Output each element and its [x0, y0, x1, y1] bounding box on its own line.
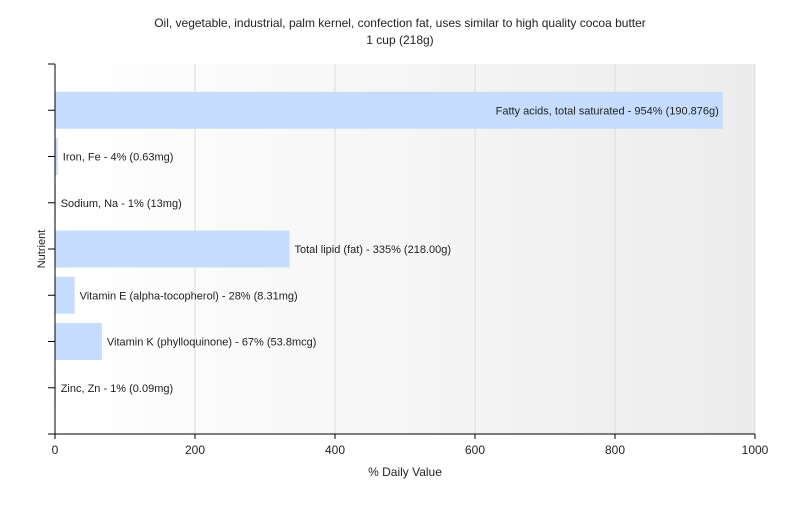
bar: [55, 323, 102, 360]
x-tick-label: 0: [52, 443, 59, 457]
bar: [55, 138, 58, 175]
x-tick-labels: 0 200 400 600 800 1000: [52, 443, 769, 457]
bar-label: Fatty acids, total saturated - 954% (190…: [496, 105, 719, 117]
bar-label: Total lipid (fat) - 335% (218.00g): [295, 244, 452, 256]
bar: [55, 230, 290, 268]
bar: [55, 276, 75, 314]
bar-label: Vitamin E (alpha-tocopherol) - 28% (8.31…: [80, 290, 298, 302]
chart-subtitle: 1 cup (218g): [366, 33, 433, 47]
x-axis-label: % Daily Value: [368, 465, 442, 479]
y-axis-label: Nutrient: [36, 230, 48, 269]
x-tick-label: 600: [465, 443, 485, 457]
chart-title: Oil, vegetable, industrial, palm kernel,…: [154, 16, 646, 30]
x-tick-label: 400: [325, 443, 345, 457]
x-tick-label: 200: [185, 443, 205, 457]
x-tick-label: 1000: [742, 443, 769, 457]
bar-labels: Fatty acids, total saturated - 954% (190…: [61, 105, 719, 395]
bar-label: Vitamin K (phylloquinone) - 67% (53.8mcg…: [107, 337, 317, 349]
bar-label: Iron, Fe - 4% (0.63mg): [63, 152, 174, 164]
axes: [48, 63, 756, 439]
bar: [55, 91, 723, 129]
bars: [55, 91, 723, 407]
bar-label: Zinc, Zn - 1% (0.09mg): [61, 383, 173, 395]
bar-label: Sodium, Na - 1% (13mg): [61, 198, 182, 210]
x-tick-label: 800: [605, 443, 625, 457]
